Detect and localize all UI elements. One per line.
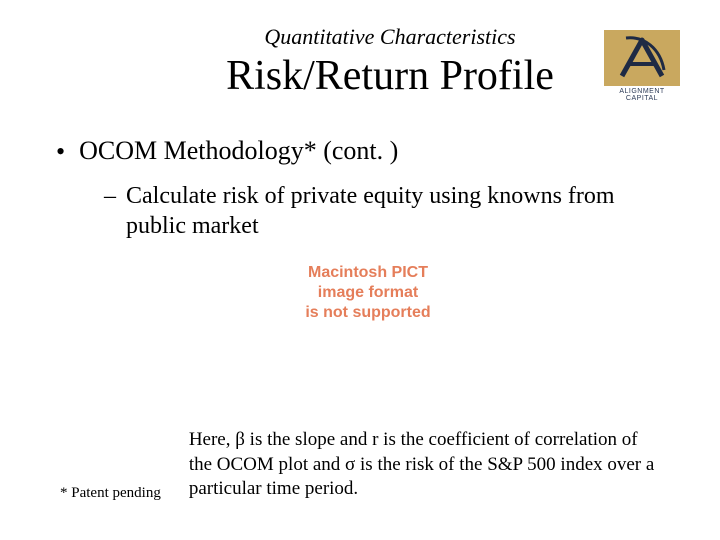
footnote: * Patent pending xyxy=(60,485,161,502)
bullet-level-2: – Calculate risk of private equity using… xyxy=(56,181,680,241)
bullet-dash-icon: – xyxy=(104,181,116,211)
header: Quantitative Characteristics Risk/Return… xyxy=(40,24,680,100)
logo-caption: ALIGNMENT CAPITAL xyxy=(604,88,680,102)
pict-line-3: is not supported xyxy=(258,303,478,323)
slide: Quantitative Characteristics Risk/Return… xyxy=(0,0,720,540)
bullet-level-1: • OCOM Methodology* (cont. ) xyxy=(56,136,680,167)
content: • OCOM Methodology* (cont. ) – Calculate… xyxy=(40,136,680,323)
pict-line-2: image format xyxy=(258,283,478,303)
bullet-l1-text: OCOM Methodology* (cont. ) xyxy=(79,136,398,166)
pict-placeholder: Macintosh PICT image format is not suppo… xyxy=(258,263,478,323)
title-block: Quantitative Characteristics Risk/Return… xyxy=(40,24,680,100)
bullet-l2-text: Calculate risk of private equity using k… xyxy=(126,181,680,241)
bottom-row: * Patent pending Here, β is the slope an… xyxy=(60,428,660,502)
subtitle: Quantitative Characteristics xyxy=(100,24,680,50)
bullet-dot-icon: • xyxy=(56,136,65,167)
logo-icon xyxy=(604,30,680,86)
logo: ALIGNMENT CAPITAL xyxy=(604,30,680,102)
pict-line-1: Macintosh PICT xyxy=(258,263,478,283)
explanation-text: Here, β is the slope and r is the coeffi… xyxy=(189,428,660,502)
page-title: Risk/Return Profile xyxy=(100,52,680,100)
